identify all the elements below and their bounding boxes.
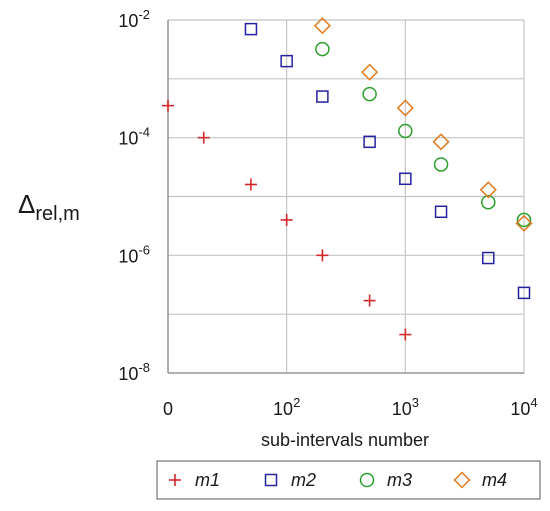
legend-item-m3: m3 — [359, 470, 412, 490]
x-axis-title: sub-intervals number — [261, 430, 429, 450]
tick-labels: 10-810-610-410-20 102 103 104 — [118, 7, 537, 419]
m2-point — [244, 22, 258, 36]
m2-point — [434, 205, 448, 219]
m1-point — [363, 294, 376, 307]
legend-item-m2: m2 — [264, 470, 316, 490]
y-tick-label-exponent: -2 — [138, 7, 150, 22]
m4-point — [361, 63, 379, 81]
m2-point — [280, 54, 293, 68]
m1-point — [162, 99, 174, 112]
m3-point — [516, 212, 532, 228]
m2-point — [316, 90, 329, 103]
grid — [167, 19, 525, 374]
legend-label: m4 — [482, 470, 507, 490]
legend-marker — [169, 474, 181, 486]
legend-marker — [359, 472, 375, 488]
y-axis-title-sub: rel,m — [35, 203, 79, 225]
x-tick-label-base: 10 — [510, 399, 530, 419]
m3-point — [315, 41, 330, 57]
y-axis-title: Δrel,m — [18, 189, 80, 225]
legend: m1 m2 m3 m4 — [156, 460, 541, 500]
x-tick-label-exponent: 2 — [293, 395, 300, 410]
y-tick-label-base: 10 — [118, 11, 138, 31]
legend-item-m4: m4 — [453, 470, 507, 490]
y-tick-label-exponent: -6 — [138, 242, 150, 257]
y-tick-label: 10-4 — [118, 125, 150, 149]
y-tick-label: 10-2 — [118, 7, 150, 31]
series-m1 — [162, 99, 412, 341]
series-m2 — [244, 22, 531, 300]
legend-marker — [453, 471, 471, 489]
x-tick-label-base: 10 — [392, 399, 412, 419]
m4-point — [479, 181, 497, 199]
m1-point — [280, 213, 293, 226]
m1-point — [316, 249, 329, 262]
x-tick-label: 0 — [163, 399, 173, 419]
m4-point — [313, 17, 331, 35]
y-tick-label-base: 10 — [118, 129, 138, 149]
m4-point — [515, 214, 533, 232]
m3-point — [481, 194, 496, 210]
m2-point — [517, 286, 531, 300]
m1-point — [244, 178, 257, 191]
m2-point — [482, 251, 495, 265]
y-tick-label-base: 10 — [118, 246, 138, 266]
series-m3 — [315, 41, 532, 228]
legend-label: m2 — [291, 470, 316, 490]
m2-point — [399, 172, 412, 186]
x-tick-label-base: 10 — [273, 399, 293, 419]
y-tick-label-exponent: -4 — [138, 125, 150, 140]
m3-point — [433, 157, 449, 172]
x-tick-label: 104 — [510, 395, 537, 419]
legend-item-m1: m1 — [169, 470, 220, 490]
m1-point — [197, 131, 210, 144]
x-tick-label-exponent: 4 — [530, 395, 537, 410]
legend-box — [156, 460, 541, 500]
m4-point — [432, 133, 450, 151]
legend-label: m1 — [195, 470, 220, 490]
x-tick-label: 103 — [392, 395, 419, 419]
axes — [167, 20, 524, 374]
x-tick-label-base: 0 — [163, 399, 173, 419]
x-tick-label-exponent: 3 — [412, 395, 419, 410]
series-m4 — [313, 17, 533, 232]
m3-point — [398, 123, 413, 139]
y-tick-label: 10-8 — [118, 360, 150, 384]
data-points — [162, 17, 533, 341]
legend-label: m3 — [387, 470, 412, 490]
y-axis-title-main: Δ — [18, 189, 35, 219]
m1-point — [399, 328, 412, 341]
x-tick-label: 102 — [273, 395, 300, 419]
legend-marker — [264, 473, 278, 487]
y-tick-label-exponent: -8 — [138, 360, 150, 375]
m4-point — [396, 99, 414, 117]
y-tick-label: 10-6 — [118, 242, 150, 266]
m2-point — [363, 135, 376, 149]
m3-point — [362, 86, 377, 102]
y-tick-label-base: 10 — [118, 364, 138, 384]
